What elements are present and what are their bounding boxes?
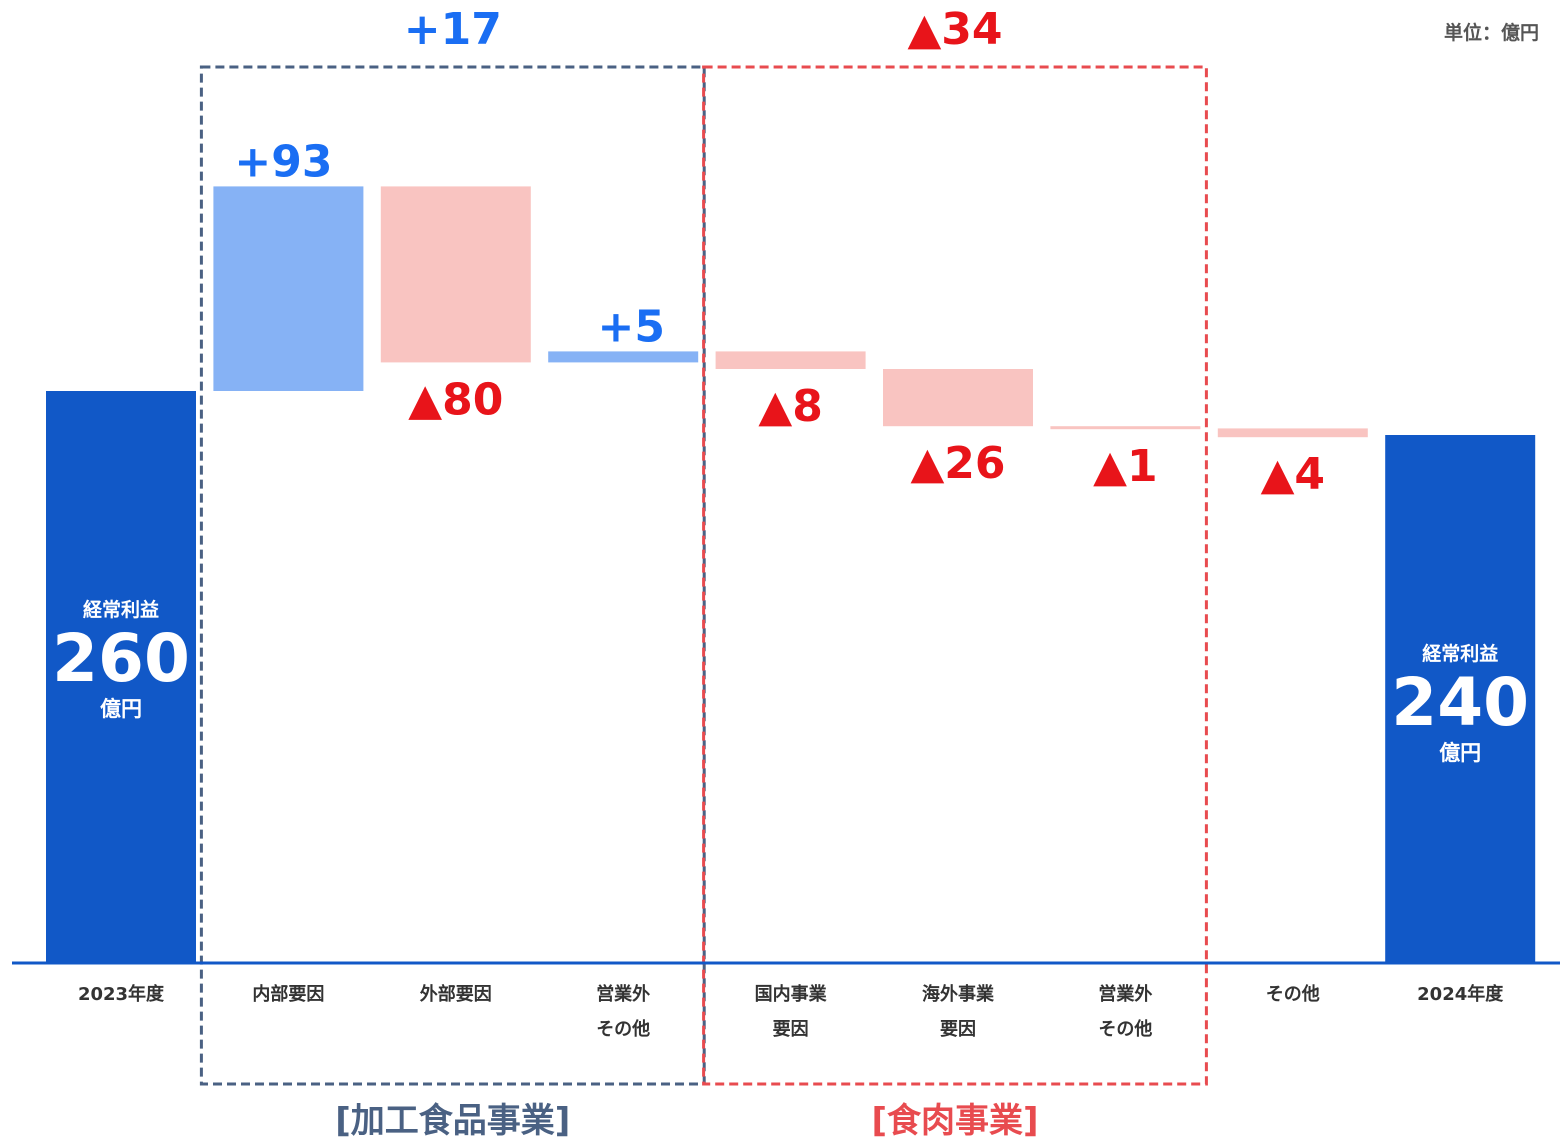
total-bar-value: 260 xyxy=(52,620,190,697)
category-label: 営業外 xyxy=(1098,983,1152,1005)
category-label: 2024年度 xyxy=(1417,983,1504,1005)
category-label: 海外事業 xyxy=(922,983,995,1005)
group-subtotal: ▲34 xyxy=(907,4,1002,55)
bar xyxy=(380,186,531,363)
total-bar-unit: 億円 xyxy=(1439,741,1481,765)
category-label: 外部要因 xyxy=(420,983,492,1005)
bar xyxy=(1385,435,1536,963)
unit-label: 単位：億円 xyxy=(1443,22,1539,44)
group-box xyxy=(702,65,1208,1086)
category-label: 要因 xyxy=(940,1019,976,1040)
data-label: ▲8 xyxy=(758,381,822,432)
category-label: その他 xyxy=(1098,1018,1152,1040)
category-label: 営業外 xyxy=(596,983,650,1005)
category-label: 要因 xyxy=(773,1019,809,1040)
data-label: ▲1 xyxy=(1093,441,1157,492)
total-bar-value: 240 xyxy=(1391,664,1529,741)
data-label: +5 xyxy=(597,301,664,352)
data-label: ▲26 xyxy=(910,438,1005,489)
total-bar-unit: 億円 xyxy=(100,697,142,721)
bar xyxy=(883,369,1033,427)
data-label: ▲4 xyxy=(1261,449,1325,500)
bar xyxy=(213,186,364,391)
bar xyxy=(1050,426,1201,430)
data-label: +93 xyxy=(234,136,332,187)
category-label: その他 xyxy=(596,1018,650,1040)
category-label: 2023年度 xyxy=(78,983,165,1005)
bar xyxy=(548,351,699,363)
bar xyxy=(1217,428,1368,438)
bar xyxy=(715,351,866,369)
total-bar-caption: 経常利益 xyxy=(1422,642,1498,665)
total-bar-caption: 経常利益 xyxy=(83,598,159,621)
group-name: [加工食品事業] xyxy=(335,1101,570,1141)
bar xyxy=(46,391,196,963)
category-label: その他 xyxy=(1266,983,1320,1005)
data-label: ▲80 xyxy=(408,374,503,425)
group-box xyxy=(199,65,706,1086)
group-subtotal: +17 xyxy=(404,4,502,55)
group-name: [食肉事業] xyxy=(871,1101,1038,1141)
category-label: 国内事業 xyxy=(755,983,828,1005)
category-label: 内部要因 xyxy=(252,983,324,1005)
